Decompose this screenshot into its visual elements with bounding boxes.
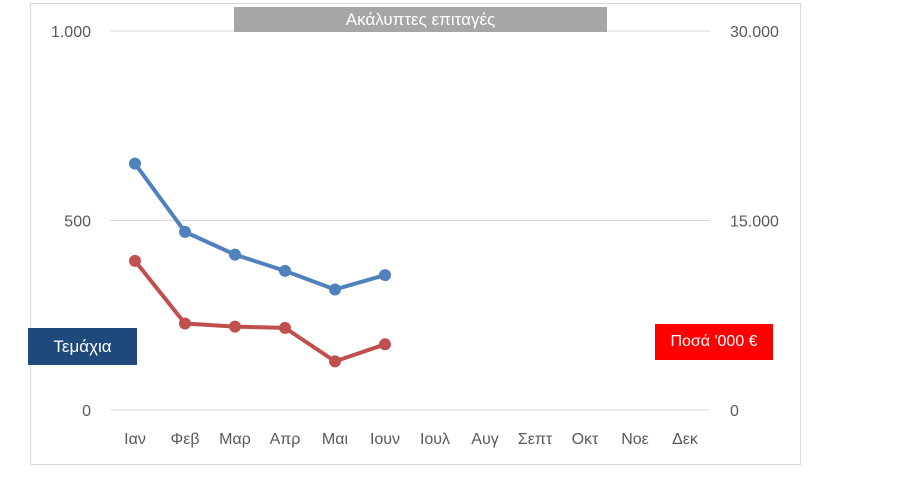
right-tick-label: 0	[730, 403, 739, 420]
data-point	[129, 157, 141, 170]
data-point	[279, 264, 291, 277]
left-tick-label: 0	[82, 403, 91, 420]
x-tick-label: Μαι	[322, 431, 349, 448]
x-tick-label: Δεκ	[672, 431, 699, 448]
x-tick-label: Σεπτ	[518, 431, 553, 448]
data-point	[229, 248, 241, 261]
right-tick-label: 15.000	[730, 214, 779, 231]
x-tick-label: Ιουλ	[420, 431, 450, 448]
series-layer	[129, 157, 391, 368]
data-point	[179, 225, 191, 238]
data-point	[329, 355, 341, 368]
data-point	[179, 317, 191, 330]
data-point	[229, 320, 241, 333]
data-point	[129, 254, 141, 267]
x-tick-label: Οκτ	[572, 431, 599, 448]
right-axis-label: Ποσά '000 €	[655, 324, 773, 360]
x-tick-label: Ιουν	[370, 431, 400, 448]
x-tick-label: Απρ	[270, 431, 301, 448]
left-tick-label: 1.000	[51, 24, 91, 41]
series-line	[133, 258, 387, 364]
left-axis-label: Τεμάχια	[28, 328, 137, 365]
chart-frame	[30, 3, 801, 465]
right-axis-ticks: 0 15.000 30.000	[730, 24, 779, 420]
x-tick-label: Μαρ	[219, 431, 251, 448]
series-line	[133, 161, 387, 292]
data-point	[279, 321, 291, 334]
right-tick-label: 30.000	[730, 24, 779, 41]
left-axis-ticks: 0 500 1.000	[51, 24, 91, 420]
data-point	[379, 269, 391, 282]
gridlines	[110, 30, 710, 411]
x-tick-label: Φεβ	[170, 431, 199, 448]
left-tick-label: 500	[64, 214, 91, 231]
x-tick-label: Νοε	[621, 431, 649, 448]
data-point	[329, 283, 341, 296]
data-point	[379, 338, 391, 351]
x-axis-ticks: Ιαν Φεβ Μαρ Απρ Μαι Ιουν Ιουλ Αυγ Σεπτ Οκτ Νοε Δεκ	[124, 431, 699, 448]
chart-title: Ακάλυπτες επιταγές	[234, 7, 607, 32]
x-tick-label: Ιαν	[124, 431, 146, 448]
x-tick-label: Αυγ	[471, 431, 498, 448]
